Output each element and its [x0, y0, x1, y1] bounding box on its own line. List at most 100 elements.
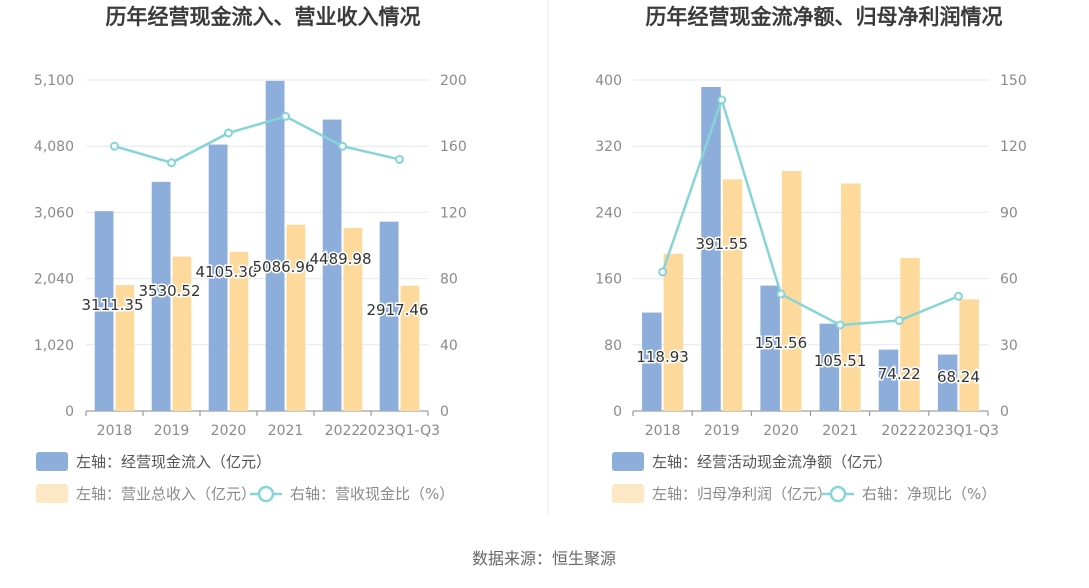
data-label: 3530.52	[138, 282, 200, 300]
bar-series-2	[172, 256, 192, 411]
legend-swatch	[612, 484, 644, 503]
y-right-tick-label: 120	[440, 205, 467, 221]
source-note: 数据来源：恒生聚源	[472, 549, 616, 568]
data-label: 118.93	[636, 348, 689, 366]
legend-label: 左轴：经营现金流入（亿元）	[76, 453, 271, 471]
line-point	[395, 154, 404, 164]
y-left-tick-label: 5,100	[34, 73, 74, 89]
bar-series-1	[265, 80, 285, 412]
line-point	[894, 316, 904, 326]
bar-series-1	[937, 354, 958, 411]
x-tick-label: 2021	[822, 423, 858, 439]
line-point	[110, 141, 119, 151]
bar-series-2	[959, 299, 979, 411]
data-label: 2917.46	[366, 301, 428, 319]
data-label: 151.56	[755, 334, 808, 352]
x-tick-label: 2022	[325, 423, 361, 439]
y-left-tick-label: 160	[595, 272, 622, 288]
legend-label: 左轴：营业总收入（亿元）	[76, 485, 256, 503]
bar-series-1	[642, 312, 662, 411]
chart-title: 历年经营现金流净额、归母净利润情况	[646, 5, 1003, 29]
y-right-tick-label: 200	[440, 73, 467, 89]
chart-1: 历年经营现金流入、营业收入情况 0 1,020 2,040 3,060 4,080 5,10…	[34, 5, 467, 503]
y-right-tick-label: 60	[1000, 272, 1018, 288]
data-label: 391.55	[696, 235, 749, 253]
y-left-tick-label: 80	[604, 338, 622, 354]
data-label: 4489.98	[309, 250, 371, 268]
y-left-tick-label: 0	[65, 404, 74, 420]
y-right-tick-label: 150	[1000, 73, 1027, 89]
bar-series-1	[819, 323, 840, 411]
x-tick-label: 2019	[154, 423, 190, 439]
legend-swatch	[612, 452, 644, 471]
x-tick-label: 2022	[881, 423, 917, 439]
y-left-tick-label: 320	[595, 139, 622, 155]
y-right-tick-label: 160	[440, 139, 467, 155]
legend-line-marker	[829, 485, 847, 503]
line-point	[167, 158, 176, 168]
bar-series-1	[701, 86, 721, 412]
x-tick-label: 2023Q1-Q3	[918, 423, 999, 439]
y-left-tick-label: 1,020	[34, 338, 74, 354]
y-right-tick-label: 0	[440, 404, 449, 420]
y-right-tick-label: 120	[1000, 139, 1027, 155]
y-right-tick-label: 0	[1000, 404, 1009, 420]
line-point	[281, 111, 290, 121]
bar-series-1	[760, 285, 780, 411]
y-right-tick-label: 30	[1000, 338, 1018, 354]
bar-series-1	[208, 144, 228, 411]
y-right-tick-label: 90	[1000, 205, 1018, 221]
x-tick-label: 2018	[97, 423, 133, 439]
y-left-tick-label: 4,080	[34, 139, 74, 155]
bar-series-2	[229, 251, 249, 411]
x-tick-label: 2021	[268, 423, 304, 439]
line-point	[658, 267, 668, 277]
chart-2: 历年经营现金流净额、归母净利润情况 0 80 160 240 320 400 0 30 60 90 1…	[595, 5, 1027, 503]
data-label: 74.22	[878, 365, 921, 383]
line-point	[953, 291, 963, 301]
data-label: 3111.35	[81, 296, 143, 314]
legend-swatch	[36, 484, 68, 503]
bar-series-2	[286, 224, 306, 411]
line-point	[835, 320, 845, 330]
bar-series-2	[722, 179, 743, 411]
data-label: 105.51	[814, 352, 867, 370]
bar-series-2	[400, 285, 420, 411]
x-tick-label: 2019	[704, 423, 740, 439]
line-point	[776, 289, 786, 299]
bar-series-2	[115, 285, 135, 411]
data-label: 68.24	[937, 368, 980, 386]
line-point	[717, 95, 727, 105]
line-point	[224, 128, 233, 138]
data-label: 5086.96	[252, 258, 314, 276]
bar-series-1	[94, 211, 114, 411]
chart-title: 历年经营现金流入、营业收入情况	[106, 5, 421, 29]
y-left-tick-label: 400	[595, 73, 622, 89]
bar-series-1	[151, 181, 171, 411]
legend-label: 左轴：归母净利润（亿元）	[652, 485, 832, 503]
line-point	[338, 141, 347, 151]
bar-series-2	[663, 253, 684, 411]
bar-series-2	[900, 257, 920, 411]
bar-series-1	[322, 119, 342, 411]
y-left-tick-label: 240	[595, 205, 622, 221]
y-left-tick-label: 3,060	[34, 205, 74, 221]
x-tick-label: 2020	[211, 423, 247, 439]
data-label: 4105.30	[195, 263, 257, 281]
bar-series-1	[379, 221, 399, 411]
bar-series-1	[878, 349, 899, 411]
bar-series-2	[841, 183, 861, 411]
line-series	[114, 115, 400, 165]
bar-series-2	[343, 227, 363, 411]
legend-label: 右轴：净现比（%）	[862, 485, 996, 503]
y-left-tick-label: 0	[613, 404, 622, 420]
x-tick-label: 2020	[763, 423, 799, 439]
legend-label: 左轴：经营活动现金流净额（亿元）	[652, 453, 892, 471]
legend-swatch	[36, 452, 68, 471]
legend-label: 右轴：营收现金比（%）	[290, 485, 454, 503]
bar-series-2	[781, 171, 802, 411]
y-right-tick-label: 80	[440, 272, 458, 288]
y-right-tick-label: 40	[440, 338, 458, 354]
